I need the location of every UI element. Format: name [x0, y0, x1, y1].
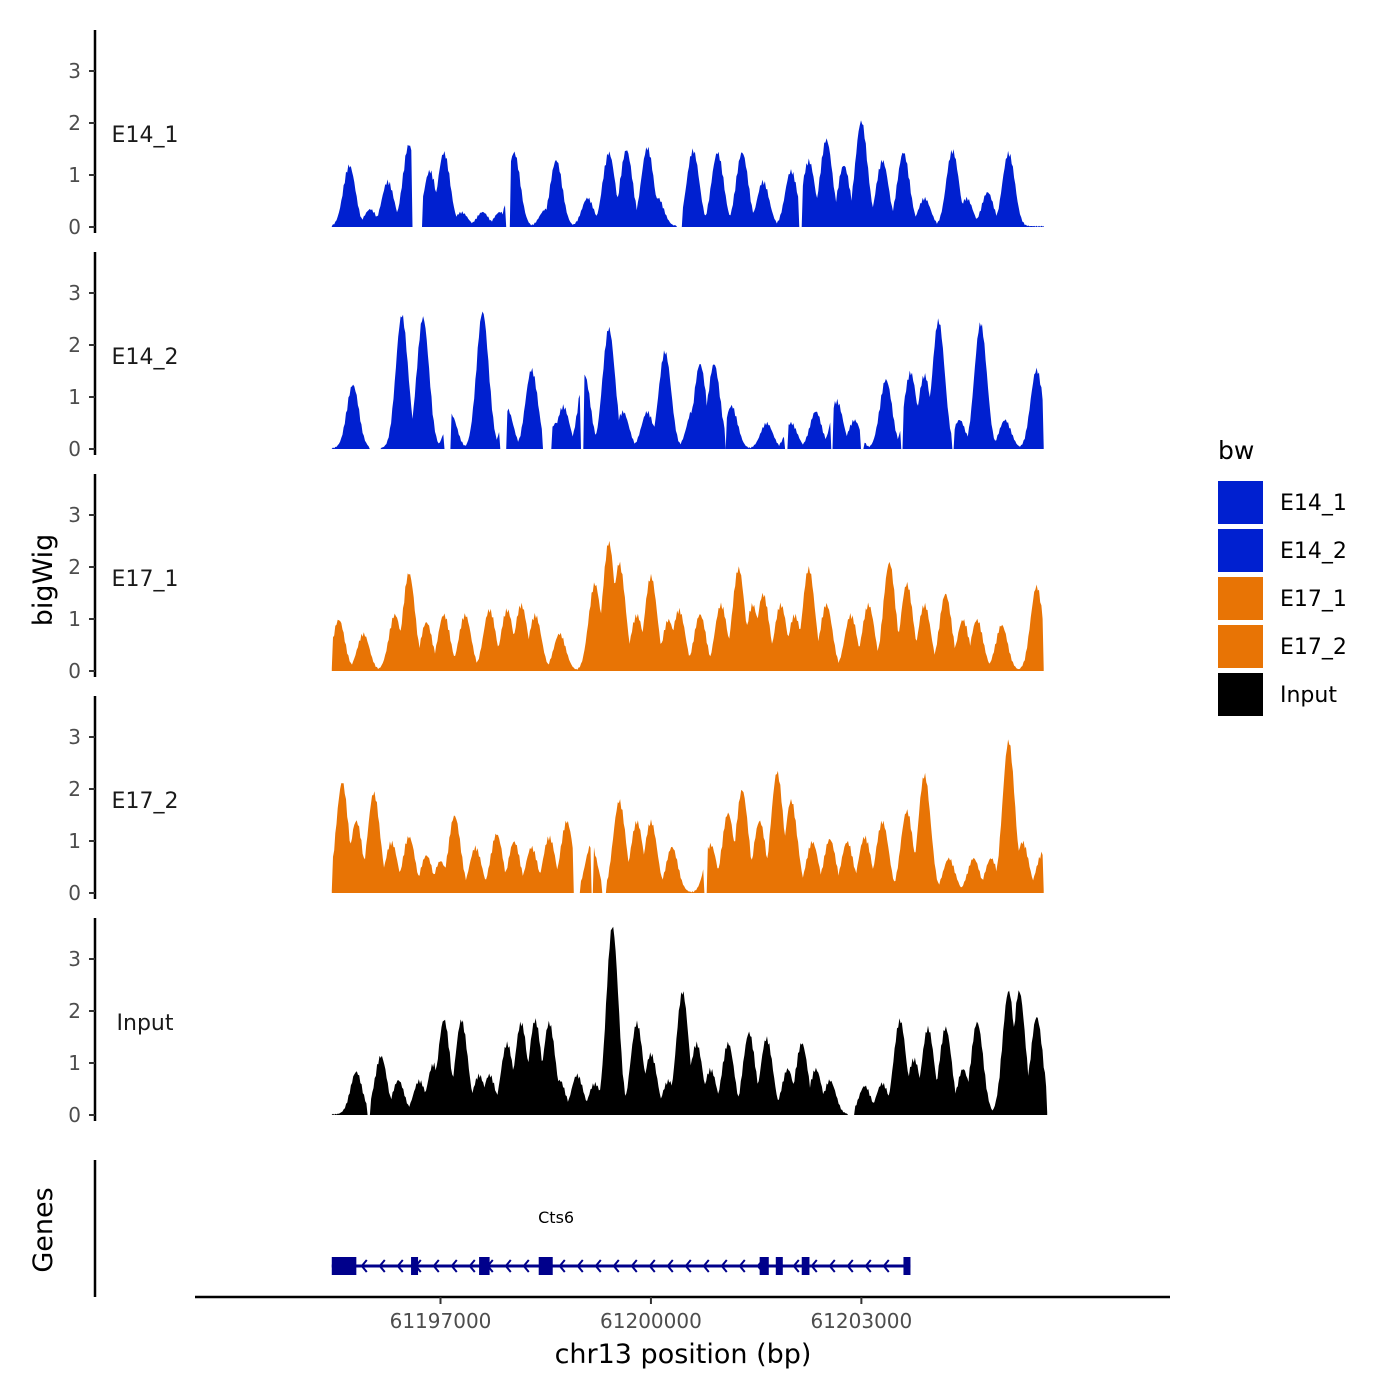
track-label: Input [117, 1011, 174, 1036]
strand-arrow [450, 1259, 458, 1273]
y-tick-label: 0 [68, 437, 81, 461]
strand-arrow [396, 1259, 404, 1273]
track-panel: 0 1 2 3 E14_2 [68, 252, 1044, 461]
gene-exon [801, 1257, 810, 1275]
track-label: E14_2 [112, 345, 179, 370]
legend-label: E14_2 [1280, 539, 1347, 564]
y-tick-label: 0 [68, 215, 81, 239]
y-tick-label: 2 [68, 333, 81, 357]
y-tick-label: 3 [68, 947, 81, 971]
strand-arrow [522, 1259, 530, 1273]
legend-swatch [1218, 625, 1263, 668]
strand-arrow [558, 1259, 566, 1273]
strand-arrow [702, 1259, 710, 1273]
strand-arrow [648, 1259, 656, 1273]
strand-arrow [594, 1259, 602, 1273]
y-tick-label: 2 [68, 555, 81, 579]
gene-exon [538, 1257, 553, 1275]
strand-arrow [630, 1259, 638, 1273]
strand-arrow [666, 1259, 674, 1273]
strand-arrow [792, 1259, 800, 1273]
strand-arrow [378, 1259, 386, 1273]
y-tick-label: 2 [68, 111, 81, 135]
strand-arrow [720, 1259, 728, 1273]
strand-arrow [360, 1259, 368, 1273]
strand-arrow [504, 1259, 512, 1273]
signal-area-e14-2 [331, 311, 1044, 449]
gene-exon [759, 1257, 769, 1275]
x-axis: 61197000 61200000 61203000 [195, 1295, 1170, 1333]
x-tick-label: 61203000 [810, 1309, 912, 1333]
track-panel: 0 1 2 3 E17_1 [68, 474, 1044, 683]
strand-arrow [882, 1259, 890, 1273]
strand-arrow [576, 1259, 584, 1273]
signal-area-e14-1 [331, 120, 1044, 227]
strand-arrow [432, 1259, 440, 1273]
y-tick-label: 3 [68, 59, 81, 83]
legend-swatch [1218, 481, 1263, 524]
y-tick-label: 0 [68, 1103, 81, 1127]
signal-area-e17-2 [331, 739, 1044, 893]
gene-exon [775, 1257, 783, 1275]
strand-arrow [468, 1259, 476, 1273]
strand-arrow [810, 1259, 818, 1273]
track-panels: 0 1 2 3 E14_1 0 1 2 3 E14_2 0 1 2 3 E17_1 0 1 2 3 E17_2 0 1 2 3… [68, 30, 1048, 1127]
y-tick-label: 2 [68, 999, 81, 1023]
legend-label: E14_1 [1280, 491, 1347, 516]
strand-arrow [846, 1259, 854, 1273]
gene-exon [479, 1257, 490, 1275]
genes-axis-title: Genes [28, 1187, 59, 1272]
track-panel: 0 1 2 3 Input [68, 918, 1048, 1127]
gene-model: Cts6 [331, 1208, 911, 1275]
signal-area-e17-1 [331, 540, 1044, 671]
y-tick-label: 3 [68, 281, 81, 305]
y-tick-label: 1 [68, 1051, 81, 1075]
track-label: E17_1 [112, 567, 179, 592]
y-tick-label: 3 [68, 725, 81, 749]
strand-arrow [684, 1259, 692, 1273]
y-tick-label: 1 [68, 385, 81, 409]
signal-area-input [331, 926, 1048, 1115]
legend-swatch [1218, 673, 1263, 716]
gene-exon [903, 1257, 911, 1275]
legend-label: E17_2 [1280, 635, 1347, 660]
y-tick-label: 3 [68, 503, 81, 527]
gene-name-label: Cts6 [538, 1208, 574, 1227]
strand-arrow [864, 1259, 872, 1273]
y-tick-label: 1 [68, 607, 81, 631]
gene-exon [331, 1257, 357, 1275]
track-label: E14_1 [112, 123, 179, 148]
legend-swatch [1218, 529, 1263, 572]
x-tick-label: 61197000 [390, 1309, 492, 1333]
strand-arrow [612, 1259, 620, 1273]
track-panel: 0 1 2 3 E14_1 [68, 30, 1044, 239]
legend-swatch [1218, 577, 1263, 620]
strand-arrow [828, 1259, 836, 1273]
genes-panel: Cts6 [93, 1160, 911, 1297]
legend-title: bw [1218, 436, 1254, 465]
legend-label: E17_1 [1280, 587, 1347, 612]
y-tick-label: 2 [68, 777, 81, 801]
legend: bw E14_1 E14_2 E17_1 E17_2 Input [1218, 436, 1347, 716]
y-tick-label: 0 [68, 881, 81, 905]
strand-arrow [738, 1259, 746, 1273]
track-label: E17_2 [112, 789, 179, 814]
y-axis-title: bigWig [28, 534, 59, 627]
x-tick-label: 61200000 [600, 1309, 702, 1333]
gene-exon [411, 1257, 419, 1275]
x-axis-title: chr13 position (bp) [555, 1339, 812, 1370]
legend-label: Input [1280, 683, 1337, 708]
y-tick-label: 1 [68, 163, 81, 187]
y-tick-label: 1 [68, 829, 81, 853]
track-panel: 0 1 2 3 E17_2 [68, 696, 1044, 905]
y-tick-label: 0 [68, 659, 81, 683]
